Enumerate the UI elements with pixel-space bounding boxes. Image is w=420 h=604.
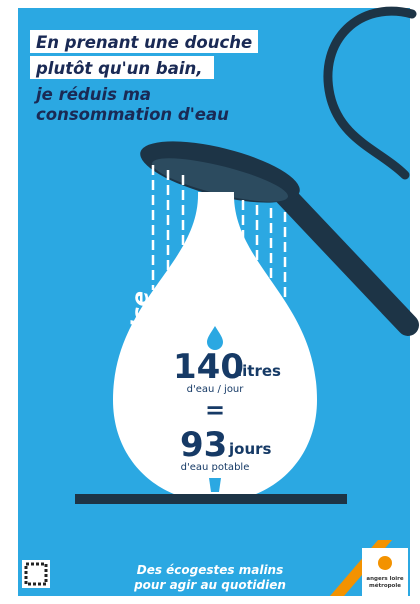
footer-line: Des écogestes malins	[137, 563, 284, 577]
header-line: consommation d'eau	[36, 105, 229, 124]
qr-pattern	[24, 562, 48, 586]
shower-face	[151, 158, 289, 202]
stat-value: 140	[173, 347, 244, 387]
stat-unit: jours	[228, 440, 272, 458]
stat-unit: litres	[237, 362, 281, 380]
stat-sub: d'eau potable	[181, 462, 250, 473]
header-box	[30, 56, 214, 79]
drop-icon	[207, 326, 223, 350]
header-box	[30, 30, 258, 53]
footer-line: pour agir au quotidien	[133, 578, 286, 592]
header-line: plutôt qu'un bain,	[35, 59, 203, 78]
header-line: En prenant une douche	[36, 33, 252, 52]
side-text: J'économise	[128, 291, 154, 449]
header-line: je réduis ma	[33, 85, 151, 104]
base-bar	[75, 494, 347, 504]
stat-sub: d'eau / jour	[187, 384, 245, 395]
logo-text: métropole	[369, 582, 401, 589]
shower-handle	[274, 184, 419, 336]
stat-value: 93	[180, 425, 227, 465]
logo-text: angers loire	[366, 576, 403, 582]
glass-icon	[209, 478, 221, 492]
logo-mark	[378, 556, 392, 570]
hose	[323, 6, 417, 180]
equals: =	[205, 396, 225, 424]
